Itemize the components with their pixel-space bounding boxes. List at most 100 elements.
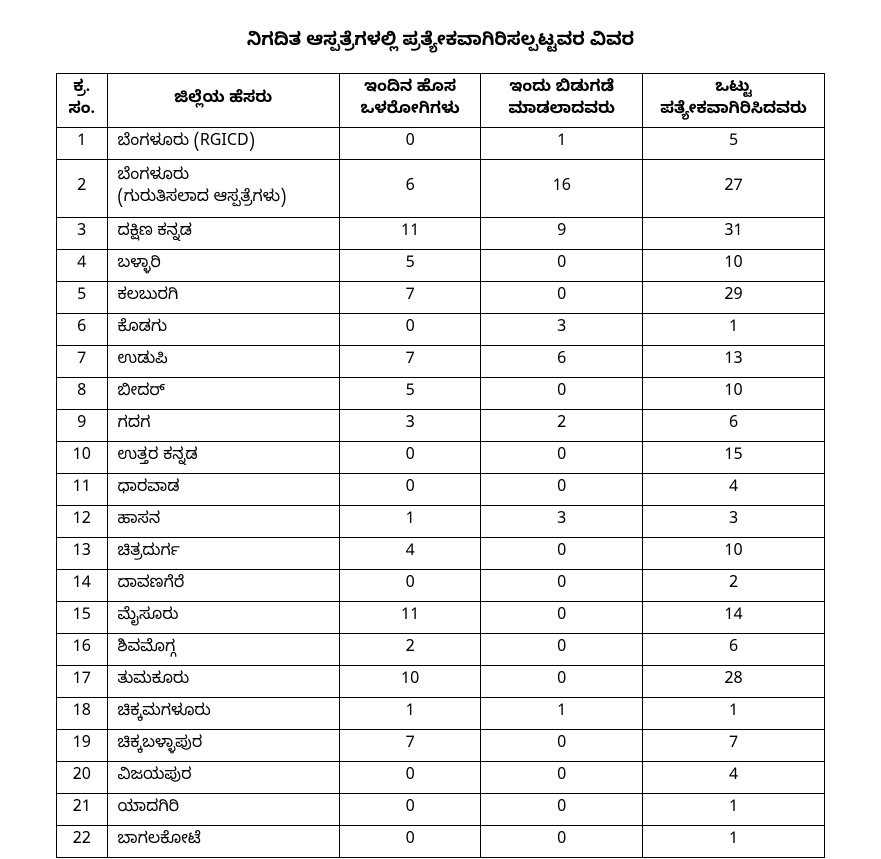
- cell-district: ಚಿಕ್ಕಬಳ್ಳಾಪುರ: [107, 729, 339, 761]
- cell-sn: 17: [57, 665, 108, 697]
- cell-total: 4: [643, 761, 825, 793]
- cell-new: 10: [339, 665, 480, 697]
- cell-discharged: 0: [481, 601, 643, 633]
- cell-district: ಕಲಬುರಗಿ: [107, 281, 339, 313]
- cell-discharged: 3: [481, 505, 643, 537]
- cell-sn: 12: [57, 505, 108, 537]
- cell-discharged: 0: [481, 633, 643, 665]
- cell-sn: 7: [57, 345, 108, 377]
- cell-discharged: 1: [481, 697, 643, 729]
- cell-discharged: 0: [481, 281, 643, 313]
- cell-total: 10: [643, 537, 825, 569]
- cell-district: ದಕ್ಷಿಣ ಕನ್ನಡ: [107, 217, 339, 249]
- cell-sn: 19: [57, 729, 108, 761]
- cell-discharged: 1: [481, 127, 643, 159]
- cell-district: ಬಳ್ಳಾರಿ: [107, 249, 339, 281]
- cell-discharged: 0: [481, 377, 643, 409]
- cell-total: 1: [643, 793, 825, 825]
- cell-sn: 18: [57, 697, 108, 729]
- cell-sn: 8: [57, 377, 108, 409]
- cell-new: 0: [339, 313, 480, 345]
- table-row: 4ಬಳ್ಳಾರಿ5010: [57, 249, 825, 281]
- cell-discharged: 0: [481, 761, 643, 793]
- cell-sn: 10: [57, 441, 108, 473]
- table-row: 3ದಕ್ಷಿಣ ಕನ್ನಡ11931: [57, 217, 825, 249]
- cell-district: ಉತ್ತರ ಕನ್ನಡ: [107, 441, 339, 473]
- table-row: 2ಬೆಂಗಳೂರು (ಗುರುತಿಸಲಾದ ಆಸ್ಪತ್ರೆಗಳು)61627: [57, 159, 825, 217]
- table-row: 6ಕೊಡಗು031: [57, 313, 825, 345]
- table-header: ಕ್ರ. ಸಂ. ಜಿಲ್ಲೆಯ ಹೆಸರು ಇಂದಿನ ಹೊಸ ಒಳರೋಗಿಗ…: [57, 74, 825, 128]
- cell-sn: 16: [57, 633, 108, 665]
- cell-district: ಧಾರವಾಡ: [107, 473, 339, 505]
- cell-district: ಉಡುಪಿ: [107, 345, 339, 377]
- table-row: 16ಶಿವಮೊಗ್ಗ206: [57, 633, 825, 665]
- cell-total: 15: [643, 441, 825, 473]
- cell-total: 13: [643, 345, 825, 377]
- cell-sn: 13: [57, 537, 108, 569]
- col-header-sn: ಕ್ರ. ಸಂ.: [57, 74, 108, 128]
- cell-sn: 9: [57, 409, 108, 441]
- cell-total: 4: [643, 473, 825, 505]
- cell-new: 4: [339, 537, 480, 569]
- cell-district: ಚಿಕ್ಕಮಗಳೂರು: [107, 697, 339, 729]
- cell-new: 0: [339, 761, 480, 793]
- cell-new: 1: [339, 505, 480, 537]
- cell-discharged: 0: [481, 441, 643, 473]
- table-row: 20ವಿಜಯಪುರ004: [57, 761, 825, 793]
- cell-sn: 2: [57, 159, 108, 217]
- table-body: 1ಬೆಂಗಳೂರು (RGICD)0152ಬೆಂಗಳೂರು (ಗುರುತಿಸಲಾ…: [57, 127, 825, 857]
- cell-sn: 11: [57, 473, 108, 505]
- table-row: 9ಗದಗ326: [57, 409, 825, 441]
- table-row: 1ಬೆಂಗಳೂರು (RGICD)015: [57, 127, 825, 159]
- cell-total: 6: [643, 633, 825, 665]
- cell-sn: 5: [57, 281, 108, 313]
- cell-new: 7: [339, 281, 480, 313]
- cell-district: ತುಮಕೂರು: [107, 665, 339, 697]
- cell-total: 6: [643, 409, 825, 441]
- cell-district: ಬೀದರ್: [107, 377, 339, 409]
- cell-discharged: 0: [481, 825, 643, 857]
- cell-discharged: 3: [481, 313, 643, 345]
- cell-total: 1: [643, 697, 825, 729]
- cell-sn: 4: [57, 249, 108, 281]
- cell-new: 0: [339, 127, 480, 159]
- table-row: 13ಚಿತ್ರದುರ್ಗ4010: [57, 537, 825, 569]
- table-row: 21ಯಾದಗಿರಿ001: [57, 793, 825, 825]
- cell-district: ವಿಜಯಪುರ: [107, 761, 339, 793]
- isolation-table: ಕ್ರ. ಸಂ. ಜಿಲ್ಲೆಯ ಹೆಸರು ಇಂದಿನ ಹೊಸ ಒಳರೋಗಿಗ…: [56, 73, 825, 858]
- cell-sn: 14: [57, 569, 108, 601]
- cell-new: 7: [339, 729, 480, 761]
- cell-new: 0: [339, 793, 480, 825]
- col-header-district: ಜಿಲ್ಲೆಯ ಹೆಸರು: [107, 74, 339, 128]
- cell-total: 29: [643, 281, 825, 313]
- cell-district: ಕೊಡಗು: [107, 313, 339, 345]
- cell-district: ಗದಗ: [107, 409, 339, 441]
- cell-total: 28: [643, 665, 825, 697]
- cell-new: 11: [339, 217, 480, 249]
- cell-sn: 3: [57, 217, 108, 249]
- table-row: 17ತುಮಕೂರು10028: [57, 665, 825, 697]
- cell-discharged: 9: [481, 217, 643, 249]
- table-row: 19ಚಿಕ್ಕಬಳ್ಳಾಪುರ707: [57, 729, 825, 761]
- table-row: 8ಬೀದರ್5010: [57, 377, 825, 409]
- cell-discharged: 2: [481, 409, 643, 441]
- cell-discharged: 6: [481, 345, 643, 377]
- cell-district: ಚಿತ್ರದುರ್ಗ: [107, 537, 339, 569]
- cell-new: 0: [339, 569, 480, 601]
- table-row: 22ಬಾಗಲಕೋಟೆ001: [57, 825, 825, 857]
- cell-discharged: 0: [481, 665, 643, 697]
- cell-discharged: 0: [481, 249, 643, 281]
- cell-total: 3: [643, 505, 825, 537]
- cell-sn: 21: [57, 793, 108, 825]
- table-row: 12ಹಾಸನ133: [57, 505, 825, 537]
- cell-discharged: 0: [481, 537, 643, 569]
- cell-district: ಮೈಸೂರು: [107, 601, 339, 633]
- cell-new: 7: [339, 345, 480, 377]
- cell-sn: 6: [57, 313, 108, 345]
- table-row: 10ಉತ್ತರ ಕನ್ನಡ0015: [57, 441, 825, 473]
- table-row: 14ದಾವಣಗೆರೆ002: [57, 569, 825, 601]
- cell-total: 2: [643, 569, 825, 601]
- cell-district: ಹಾಸನ: [107, 505, 339, 537]
- cell-sn: 15: [57, 601, 108, 633]
- table-row: 5ಕಲಬುರಗಿ7029: [57, 281, 825, 313]
